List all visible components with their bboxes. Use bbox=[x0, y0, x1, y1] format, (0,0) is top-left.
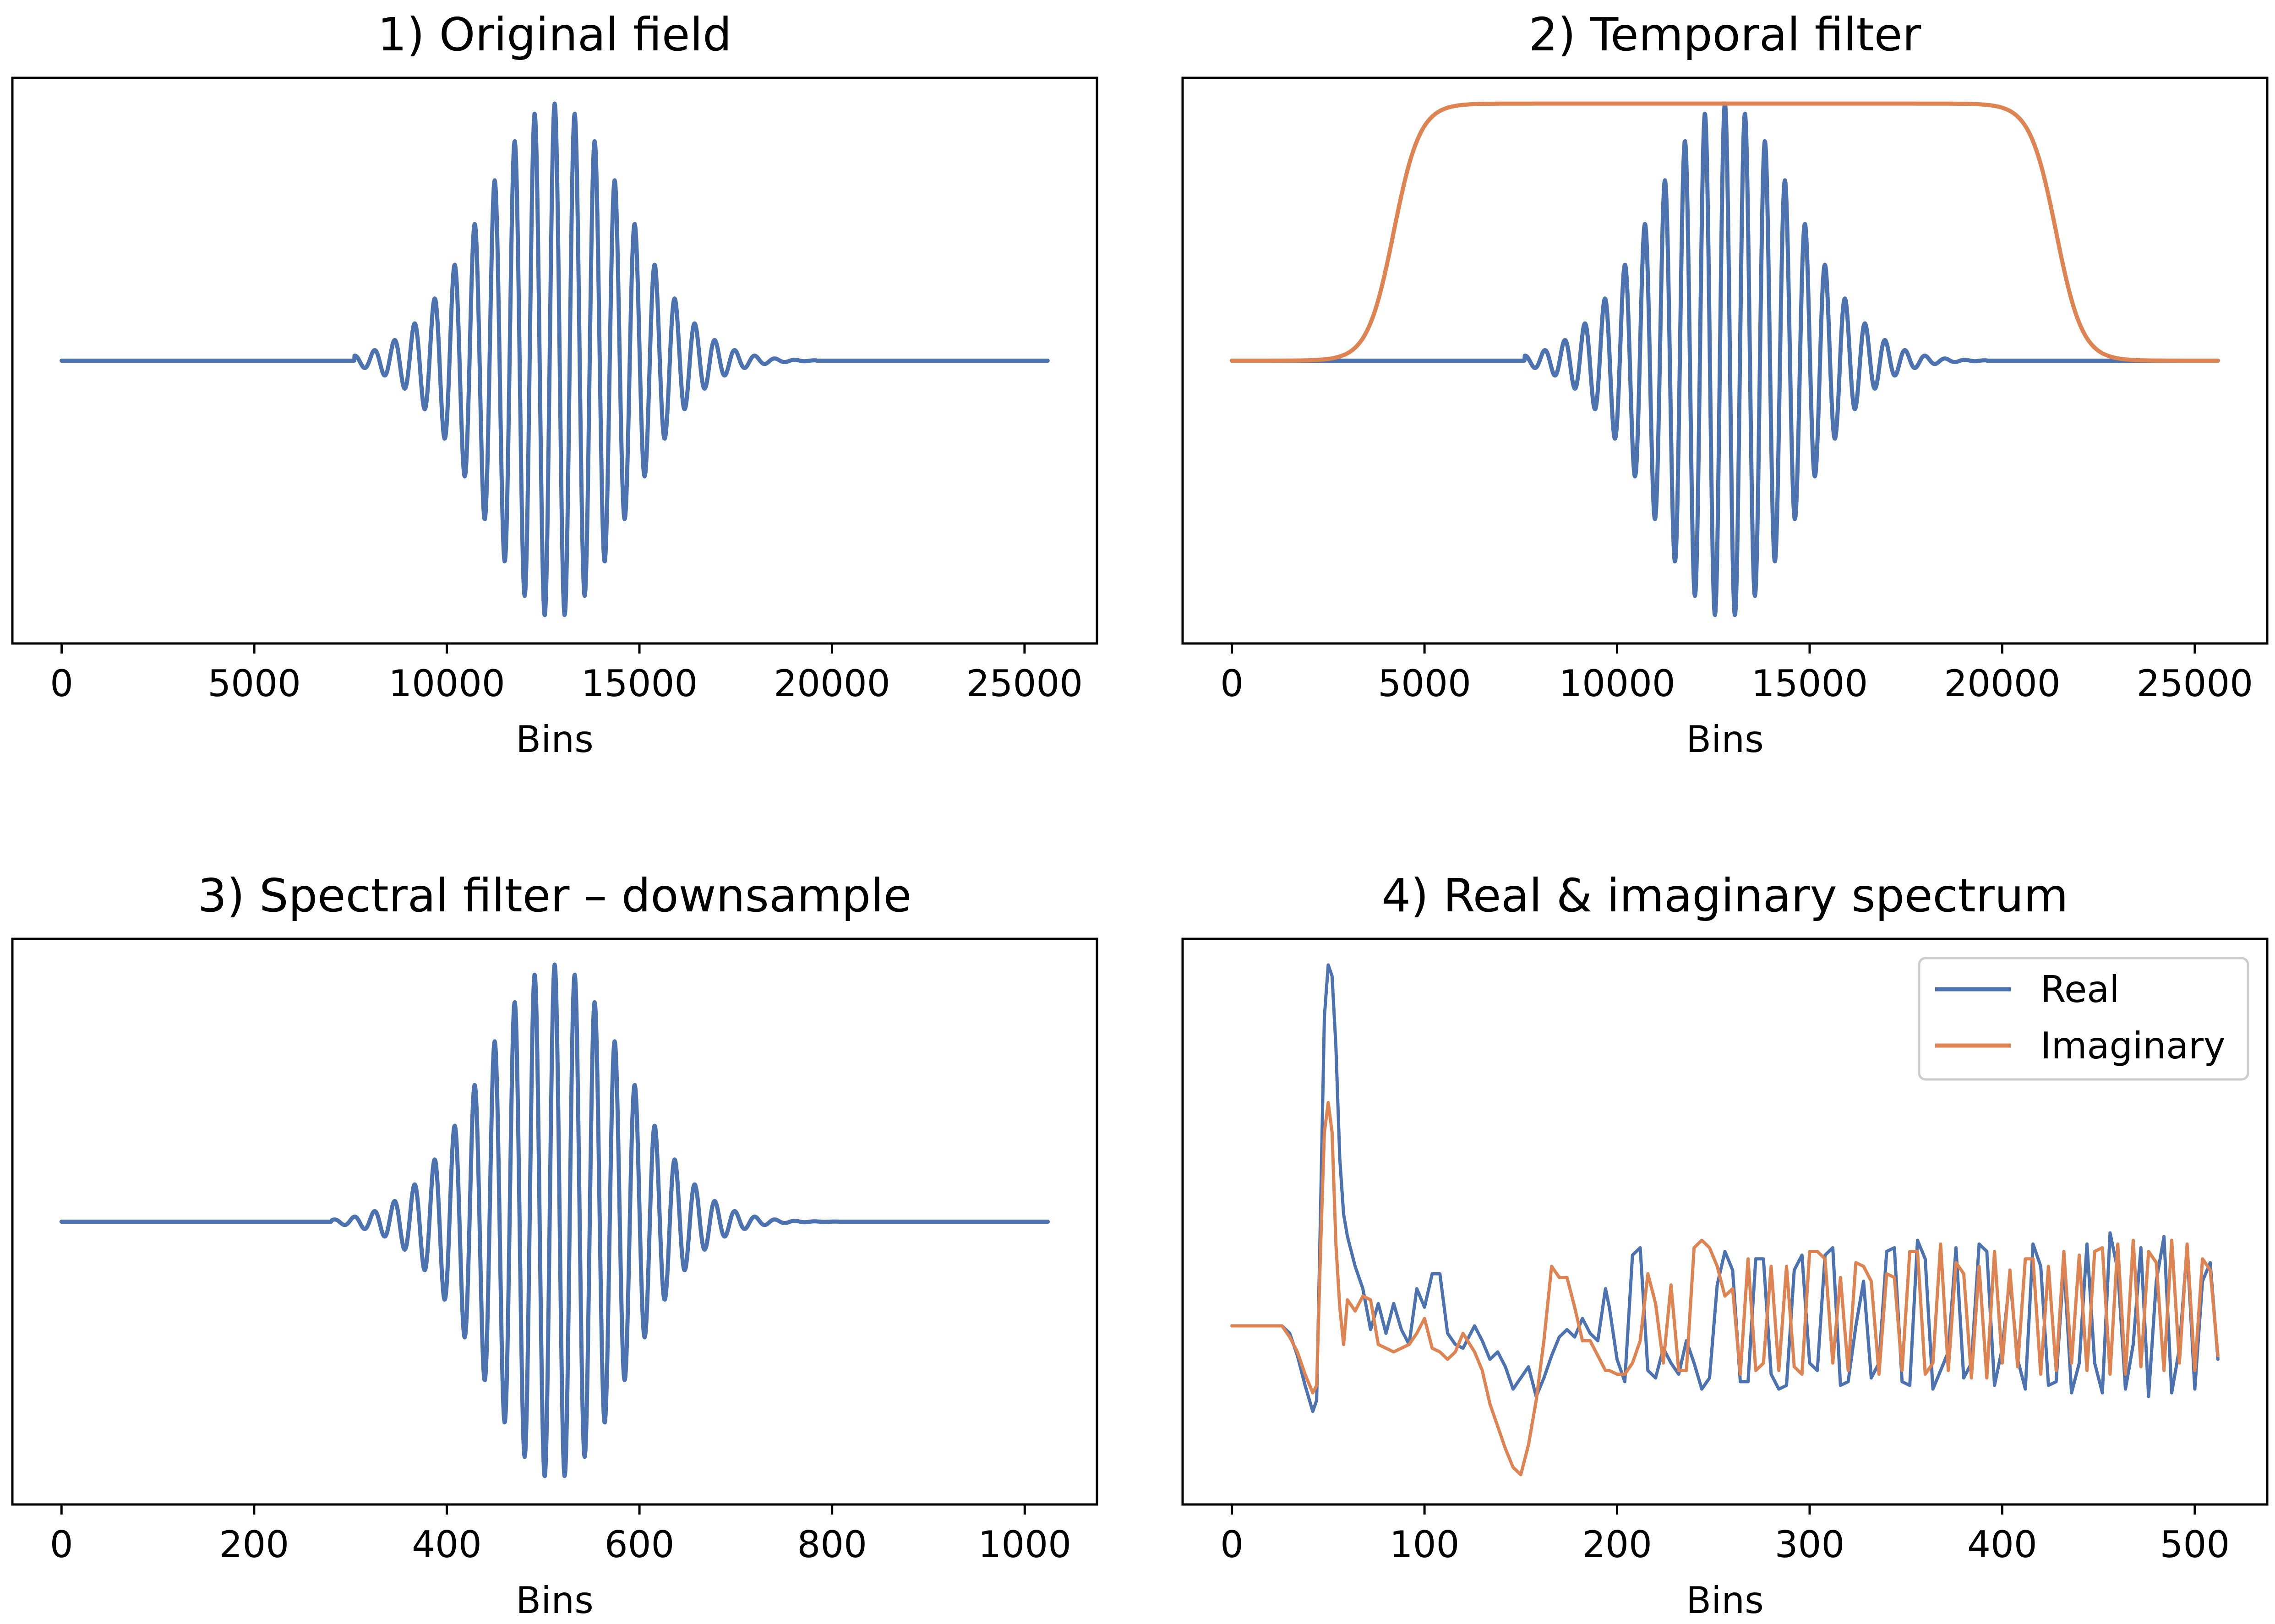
subplot-4-xtick-label: 100 bbox=[1390, 1523, 1460, 1566]
subplot-1-xtick-label: 10000 bbox=[388, 662, 505, 705]
legend-label-real: Real bbox=[2040, 968, 2119, 1011]
subplot-3-xtick-label: 1000 bbox=[978, 1523, 1071, 1566]
subplot-3-xtick-label: 200 bbox=[219, 1523, 289, 1566]
subplot-2-frame bbox=[1181, 76, 2269, 645]
subplot-3-plot-layer bbox=[59, 962, 1050, 1478]
subplot-3-xtick-label: 400 bbox=[412, 1523, 482, 1566]
subplot-2-xtick-label: 25000 bbox=[2137, 662, 2253, 705]
subplot-1-xtick-label: 15000 bbox=[581, 662, 698, 705]
subplot-2-xtick-label: 0 bbox=[1220, 662, 1244, 705]
subplot-2-xtick-label: 5000 bbox=[1378, 662, 1471, 705]
legend-label-imaginary: Imaginary bbox=[2040, 1025, 2226, 1067]
subplot-3-title: 3) Spectral filter – downsample bbox=[198, 869, 912, 922]
subplot-3-ticks: 0 200 400 600 800 1000 bbox=[50, 1504, 1071, 1566]
subplot-4-ticks: 0 100 200 300 400 500 bbox=[1220, 1504, 2230, 1566]
subplot-4-xtick-label: 0 bbox=[1220, 1523, 1244, 1566]
subplot-1-title: 1) Original field bbox=[377, 8, 731, 61]
subplot-4-xtick-label: 200 bbox=[1582, 1523, 1652, 1566]
subplot-1-xtick-label: 0 bbox=[50, 662, 73, 705]
subplot-2-ticks: 0 5000 10000 15000 20000 25000 bbox=[1220, 643, 2253, 705]
subplot-3-xtick-label: 600 bbox=[605, 1523, 675, 1566]
subplot-1-ticks: 0 5000 10000 15000 20000 25000 bbox=[50, 643, 1083, 705]
subplot-2-xlabel: Bins bbox=[1686, 718, 1764, 761]
subplot-4-xtick-label: 300 bbox=[1775, 1523, 1845, 1566]
subplot-4: 4) Real & imaginary spectrum 0 100 200 300 4… bbox=[1181, 869, 2269, 1622]
subplot-1-frame bbox=[11, 76, 1098, 645]
subplot-1-xtick-label: 20000 bbox=[774, 662, 890, 705]
subplot-2-series-line-2 bbox=[1230, 101, 2220, 363]
subplot-3-xtick-label: 800 bbox=[797, 1523, 867, 1566]
subplot-1: 1) Original field 0 5000 10000 15000 20000 25… bbox=[11, 8, 1098, 761]
subplot-2-xtick-label: 10000 bbox=[1559, 662, 1675, 705]
subplot-1-series-line-1 bbox=[60, 101, 1050, 617]
subplot-2-xtick-label: 15000 bbox=[1751, 662, 1868, 705]
subplot-3: 3) Spectral filter – downsample 0 200 400 6… bbox=[11, 869, 1098, 1622]
subplot-3-xtick-label: 0 bbox=[50, 1523, 73, 1566]
subplot-2-plot-layer bbox=[1230, 101, 2220, 617]
subplot-4-frame bbox=[1181, 937, 2269, 1506]
subplot-1-xtick-label: 5000 bbox=[207, 662, 301, 705]
subplot-2: 2) Temporal filter 0 5000 10000 15000 20000 2… bbox=[1181, 8, 2269, 761]
subplot-4-plot-layer bbox=[1230, 963, 2220, 1477]
subplot-1-xlabel: Bins bbox=[516, 718, 594, 761]
subplot-3-series-line-1 bbox=[59, 962, 1050, 1478]
subplot-2-title: 2) Temporal filter bbox=[1529, 8, 1922, 61]
subplot-4-title: 4) Real & imaginary spectrum bbox=[1381, 869, 2068, 922]
subplot-4-series-line-imaginary bbox=[1230, 1101, 2220, 1477]
subplot-1-plot-layer bbox=[60, 101, 1050, 617]
subplot-4-xtick-label: 500 bbox=[2160, 1523, 2230, 1566]
subplot-4-xtick-label: 400 bbox=[1967, 1523, 2037, 1566]
subplot-2-xtick-label: 20000 bbox=[1944, 662, 2061, 705]
subplot-4-xlabel: Bins bbox=[1686, 1579, 1764, 1622]
subplot-3-xlabel: Bins bbox=[516, 1579, 594, 1622]
subplot-1-xtick-label: 25000 bbox=[966, 662, 1083, 705]
legend: Real Imaginary bbox=[1918, 957, 2249, 1081]
subplot-3-frame bbox=[11, 937, 1098, 1506]
subplot-4-series-line-real bbox=[1230, 963, 2220, 1413]
